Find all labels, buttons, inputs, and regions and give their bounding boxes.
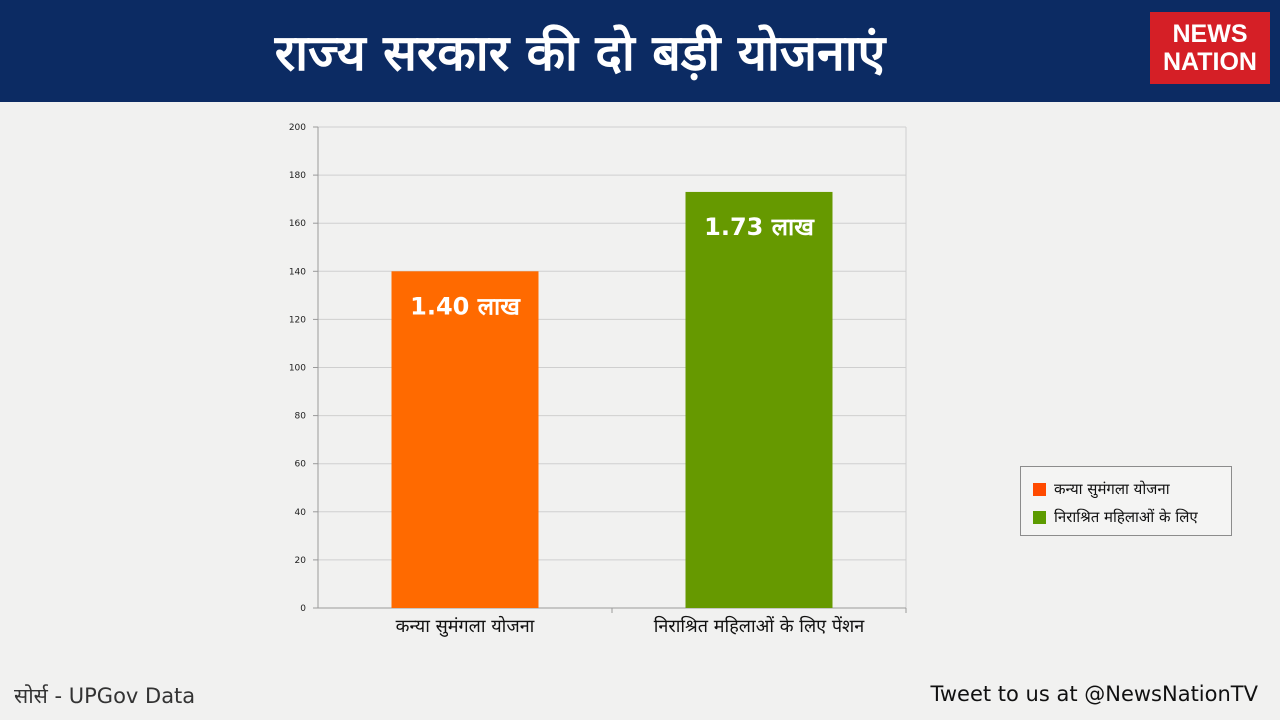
y-tick-label-120: 120: [289, 315, 306, 325]
legend-item-1: कन्या सुमंगला योजना: [1033, 475, 1231, 503]
y-tick-label-20: 20: [295, 556, 307, 566]
data-label-1: 1.40 लाख: [410, 292, 521, 320]
y-tick-label-100: 100: [289, 364, 306, 374]
category-label-2: निराश्रित महिलाओं के लिए पेंशन: [654, 615, 866, 637]
y-tick-label-60: 60: [295, 460, 307, 470]
y-tick-label-0: 0: [300, 604, 306, 614]
y-tick-label-80: 80: [295, 412, 307, 422]
bar-2: [685, 191, 833, 608]
chart-area: 0 20 40 60 80 100 120 140 160 180 200 1.40 लाख कन्या…: [0, 102, 1280, 662]
category-label-1: कन्या सुमंगला योजना: [396, 615, 535, 637]
header-bar: राज्य सरकार की दो बड़ी योजनाएं NEWS NATI…: [0, 0, 1280, 102]
news-nation-logo: NEWS NATION: [1150, 12, 1270, 84]
y-tick-label-140: 140: [289, 267, 306, 277]
chart-legend: कन्या सुमंगला योजना निराश्रित महिलाओं के…: [1020, 466, 1232, 536]
logo-line-news: NEWS: [1172, 20, 1248, 48]
page-title: राज्य सरकार की दो बड़ी योजनाएं: [274, 24, 886, 82]
y-tick-label-200: 200: [289, 123, 306, 133]
legend-swatch-2: [1033, 510, 1046, 524]
tweet-handle-text[interactable]: Tweet to us at @NewsNationTV: [930, 682, 1258, 706]
data-label-2: 1.73 लाख: [704, 213, 815, 241]
legend-label-1: कन्या सुमंगला योजना: [1054, 480, 1170, 498]
bar-chart: 0 20 40 60 80 100 120 140 160 180 200 1.40 लाख कन्या…: [289, 123, 907, 637]
legend-swatch-1: [1033, 482, 1046, 496]
y-tick-label-160: 160: [289, 219, 306, 229]
legend-label-2: निराश्रित महिलाओं के लिए: [1054, 508, 1198, 526]
y-tick-label-40: 40: [295, 508, 307, 518]
source-text: सोर्स - UPGov Data: [14, 684, 196, 708]
bar-1: [391, 271, 539, 608]
legend-item-2: निराश्रित महिलाओं के लिए: [1033, 503, 1231, 531]
y-tick-label-180: 180: [289, 171, 306, 181]
logo-line-nation: NATION: [1163, 48, 1257, 76]
